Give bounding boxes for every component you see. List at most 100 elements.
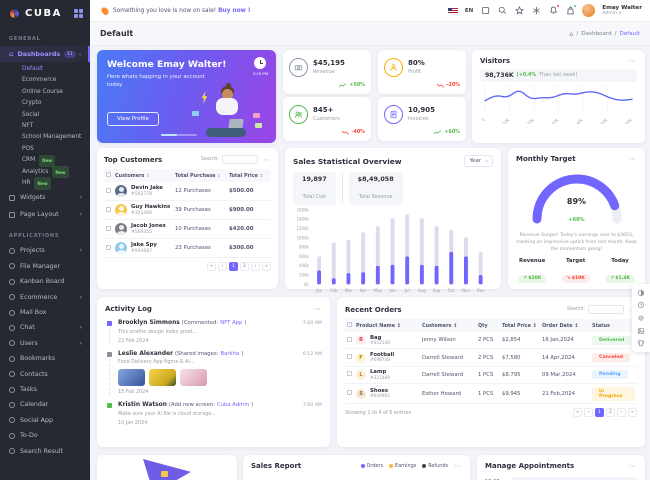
mode-asterisk-icon[interactable] (531, 6, 541, 16)
us-flag-icon[interactable] (447, 7, 458, 14)
row-checkbox[interactable] (347, 390, 352, 396)
sidebar-item-pos[interactable]: POS (22, 145, 34, 152)
buy-now-link[interactable]: Buy now ! (218, 7, 251, 14)
recent-orders-search-input[interactable] (588, 305, 624, 314)
sidebar-item-page-layout[interactable]: Page Layout › (0, 206, 90, 223)
sidebar-item-mail-box[interactable]: Mail Box (0, 305, 90, 320)
notifications-bell-icon[interactable] (548, 3, 561, 16)
table-row[interactable]: S Shoes #644962 Esther Howard 1 PCS $9,945 2… (345, 383, 637, 405)
top-customers-search-input[interactable] (222, 155, 258, 164)
sort-icon[interactable]: ↕ (453, 322, 458, 329)
table-row[interactable]: L Lamp #321489 Darrell Steward 1 PCS $8,795… (345, 366, 637, 385)
sidebar-grid-toggle-icon[interactable] (74, 9, 83, 18)
legend-earnings[interactable]: Earnings (389, 463, 416, 469)
sort-icon[interactable]: ↕ (146, 173, 150, 179)
activity-link[interactable]: Cuba Admin (216, 402, 250, 408)
row-checkbox[interactable] (347, 371, 352, 377)
bookmark-box-icon[interactable] (480, 6, 490, 16)
page-first[interactable]: « (207, 262, 216, 271)
row-checkbox[interactable] (106, 225, 111, 231)
activity-item[interactable]: Leslie Alexander (Shared images: Barkha) 6:… (105, 350, 322, 395)
table-row[interactable]: Guy Hawkins #321489 39 Purchases $900.00 (104, 200, 271, 220)
sidebar-item-tasks[interactable]: Tasks (0, 382, 90, 397)
cart-bag-icon[interactable] (565, 3, 578, 16)
view-profile-button[interactable]: View Profile (107, 112, 159, 126)
sort-icon[interactable]: ↕ (259, 173, 264, 179)
sidebar-item-users[interactable]: Users › (0, 336, 90, 351)
star-icon[interactable] (514, 6, 524, 16)
sidebar-item-online-course[interactable]: Online Course (22, 88, 63, 95)
page-next[interactable]: › (617, 408, 626, 418)
sidebar-item-widgets[interactable]: Widgets › (0, 189, 90, 206)
page-2[interactable]: 2 (606, 408, 615, 418)
sidebar-item-crm[interactable]: CRM New (0, 154, 90, 168)
appointment-slot[interactable] (511, 477, 637, 480)
more-options-icon[interactable]: ⋯ (263, 155, 271, 164)
select-all-checkbox[interactable] (347, 322, 352, 327)
language-selector[interactable]: EN (464, 7, 474, 14)
sidebar-item-nft[interactable]: NFT (22, 122, 34, 129)
page-first[interactable]: « (573, 408, 582, 418)
table-row[interactable]: B Bag #452140 Jenny Wilson 2 PCS $2,854 16 J… (345, 332, 637, 350)
sidebar-item-ecommerce-dash[interactable]: Ecommerce (22, 77, 57, 84)
table-row[interactable]: Devin Jake #562778 12 Purchases $500.00 (104, 182, 271, 201)
sidebar-item-search-result[interactable]: Search Result (0, 443, 90, 458)
theme-icon[interactable] (637, 289, 645, 297)
row-checkbox[interactable] (347, 354, 352, 360)
row-checkbox[interactable] (106, 187, 111, 193)
row-checkbox[interactable] (106, 244, 111, 250)
table-row[interactable]: Jacob Jones #569355 10 Purchases $420.00 (104, 219, 271, 239)
page-next[interactable]: › (251, 262, 260, 271)
sidebar-item-default[interactable]: Default (22, 66, 44, 72)
home-icon[interactable]: ⌂ (569, 29, 574, 38)
row-checkbox[interactable] (347, 336, 352, 342)
gear-icon[interactable] (637, 314, 645, 322)
sidebar-item-social[interactable]: Social (22, 111, 40, 118)
activity-link[interactable]: NFT App (220, 320, 243, 326)
page-prev[interactable]: ‹ (218, 262, 227, 271)
image-icon[interactable] (637, 327, 645, 335)
page-last[interactable]: » (628, 408, 637, 418)
table-row[interactable]: Jake Spy #954687 23 Purchases $300.00 (104, 238, 271, 258)
search-icon[interactable] (497, 6, 507, 16)
sidebar-item-dashboards[interactable]: ⌂ Dashboards 11 › (0, 46, 90, 62)
sort-icon[interactable]: ↕ (574, 322, 579, 329)
page-prev[interactable]: ‹ (584, 408, 593, 418)
activity-link[interactable]: Barkha (220, 350, 240, 357)
more-options-icon[interactable]: ⋯ (629, 57, 637, 65)
select-all-checkbox[interactable] (106, 172, 111, 177)
brand-name[interactable]: CUBA (25, 8, 62, 19)
sidebar-item-to-do[interactable]: To-Do (0, 428, 90, 443)
row-checkbox[interactable] (106, 206, 111, 212)
sidebar-item-social-app[interactable]: Social App (0, 413, 90, 428)
sidebar-item-bookmarks[interactable]: Bookmarks (0, 351, 90, 366)
page-1[interactable]: 1 (229, 262, 238, 271)
shirt-icon[interactable] (637, 339, 645, 347)
sort-icon[interactable]: ↕ (217, 173, 221, 179)
page-last[interactable]: » (262, 262, 271, 271)
page-1[interactable]: 1 (595, 408, 604, 418)
shared-image-thumbnails[interactable] (118, 369, 322, 386)
year-select[interactable]: Year › (463, 155, 493, 167)
sidebar-item-file-manager[interactable]: File Manager (0, 259, 90, 274)
legend-refunds[interactable]: Refunds (422, 463, 448, 469)
sidebar-item-chat[interactable]: Chat › (0, 320, 90, 335)
more-options-icon[interactable]: ⋯ (629, 155, 637, 163)
sidebar-item-hr[interactable]: HR New (0, 177, 90, 190)
activity-item[interactable]: Kristin Watson (Add new screen: Cuba Admin… (105, 402, 322, 426)
sidebar-item-analytics[interactable]: Analytics New (0, 166, 90, 179)
sidebar-item-kanban-board[interactable]: Kanban Board (0, 274, 90, 289)
sidebar-item-projects[interactable]: Projects › (0, 243, 90, 258)
more-options-icon[interactable]: ⋯ (629, 462, 637, 470)
sort-icon[interactable]: ↕ (532, 322, 537, 329)
legend-orders[interactable]: Orders (360, 463, 383, 469)
more-options-icon[interactable]: ⋯ (314, 305, 322, 313)
sort-icon[interactable]: ↕ (396, 322, 401, 329)
activity-item[interactable]: Brooklyn Simmons (Commented: NFT App) 7:00 … (105, 320, 322, 344)
clock-icon[interactable] (637, 301, 645, 309)
sidebar-item-ecommerce-app[interactable]: Ecommerce › (0, 289, 90, 304)
user-avatar[interactable] (582, 4, 596, 17)
table-row[interactable]: F Football #696748 Darrell Steward 2 PCS $7… (345, 348, 637, 367)
breadcrumb-dashboard[interactable]: Dashboard (581, 30, 612, 37)
sidebar-item-school-management[interactable]: School Management (22, 134, 82, 141)
